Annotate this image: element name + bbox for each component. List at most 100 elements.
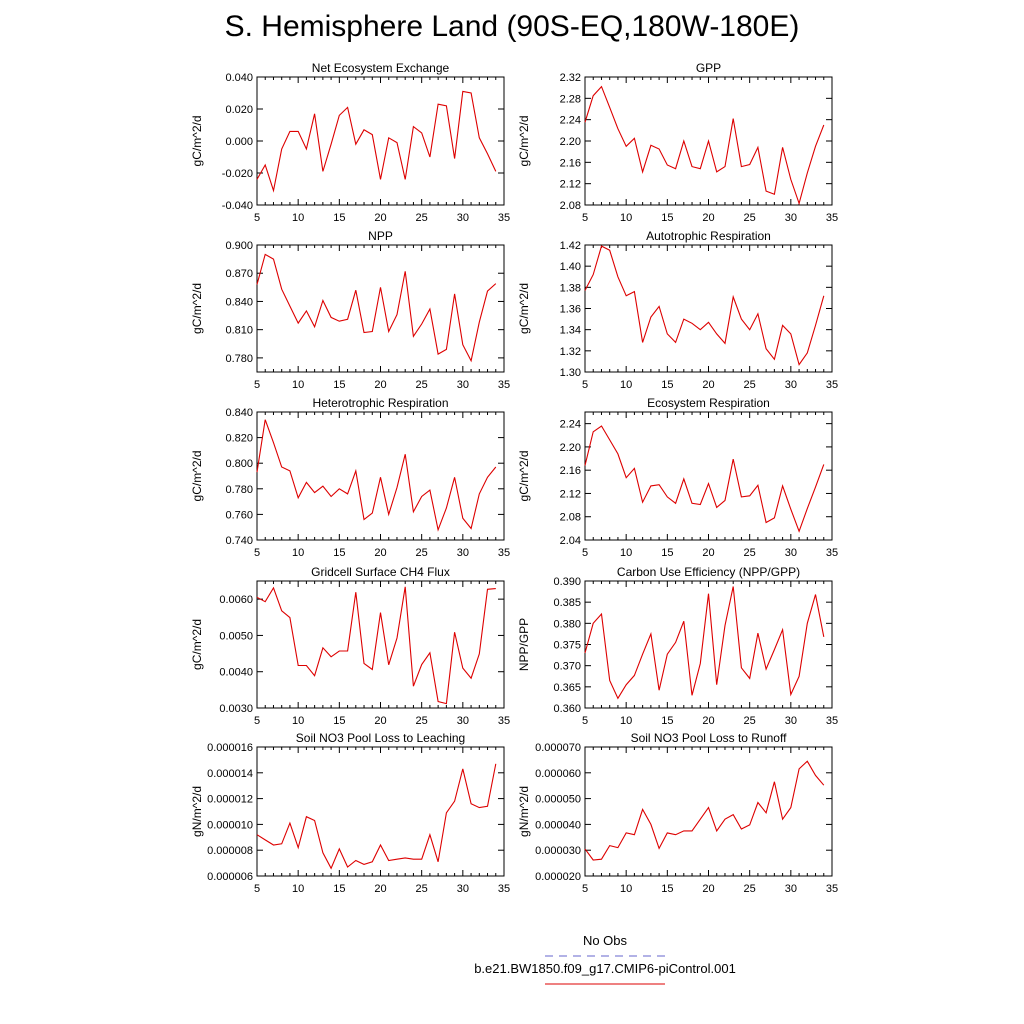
npp-xtick-label: 25: [416, 379, 428, 391]
ecosystem-respiration-xtick-label: 15: [661, 547, 673, 559]
gridcell-surface-ch4-flux-xtick-label: 30: [457, 715, 469, 727]
gpp-ytick-label: 2.16: [560, 157, 581, 169]
npp-xtick-label: 5: [254, 379, 260, 391]
soil-no3-pool-loss-to-runoff-xtick-label: 10: [620, 883, 632, 895]
autotrophic-respiration-ytick-label: 1.30: [560, 367, 581, 379]
net-ecosystem-exchange-xtick-label: 15: [333, 212, 345, 224]
gpp-title: GPP: [696, 61, 721, 75]
heterotrophic-respiration-ytick-label: 0.780: [225, 484, 253, 496]
heterotrophic-respiration-title: Heterotrophic Respiration: [312, 396, 448, 410]
npp-ytick-label: 0.840: [225, 296, 253, 308]
page-title: S. Hemisphere Land (90S-EQ,180W-180E): [224, 10, 800, 43]
gpp-ytick-label: 2.28: [560, 93, 581, 105]
autotrophic-respiration-ytick-label: 1.38: [560, 282, 581, 294]
heterotrophic-respiration-frame: [256, 411, 505, 541]
soil-no3-pool-loss-to-runoff-xtick-label: 5: [582, 883, 588, 895]
gridcell-surface-ch4-flux-xtick-label: 25: [416, 715, 428, 727]
gridcell-surface-ch4-flux-xtick-label: 15: [333, 715, 345, 727]
net-ecosystem-exchange-xtick-label: 20: [374, 212, 386, 224]
soil-no3-pool-loss-to-runoff-ytick-label: 0.000030: [535, 845, 581, 857]
gridcell-surface-ch4-flux-ytick-label: 0.0030: [219, 703, 253, 715]
npp-ytick-label: 0.810: [225, 325, 253, 337]
net-ecosystem-exchange-ylabel: gC/m^2/d: [190, 116, 204, 167]
heterotrophic-respiration-ytick-label: 0.740: [225, 535, 253, 547]
ecosystem-respiration-ytick-label: 2.20: [560, 442, 581, 454]
heterotrophic-respiration-xtick-label: 20: [374, 547, 386, 559]
gridcell-surface-ch4-flux-xtick-label: 35: [498, 715, 510, 727]
npp-xtick-label: 35: [498, 379, 510, 391]
heterotrophic-respiration-ytick-label: 0.820: [225, 433, 253, 445]
legend-label-model: b.e21.BW1850.f09_g17.CMIP6-piControl.001: [474, 961, 736, 976]
ecosystem-respiration-title: Ecosystem Respiration: [647, 396, 770, 410]
heterotrophic-respiration-xtick-label: 35: [498, 547, 510, 559]
autotrophic-respiration-series-line: [584, 245, 825, 366]
autotrophic-respiration-xtick-label: 10: [620, 379, 632, 391]
gridcell-surface-ch4-flux-title: Gridcell Surface CH4 Flux: [311, 565, 450, 579]
npp-ytick-label: 0.780: [225, 353, 253, 365]
autotrophic-respiration-ytick-label: 1.34: [560, 325, 581, 337]
gpp-ytick-label: 2.24: [560, 115, 581, 127]
ecosystem-respiration-xtick-label: 30: [785, 547, 797, 559]
carbon-use-efficiency-npp-gpp-ytick-label: 0.360: [553, 703, 581, 715]
gpp-ylabel: gC/m^2/d: [517, 116, 531, 167]
ecosystem-respiration-ytick-label: 2.08: [560, 512, 581, 524]
gridcell-surface-ch4-flux-xtick-label: 20: [374, 715, 386, 727]
npp-ytick-label: 0.870: [225, 268, 253, 280]
carbon-use-efficiency-npp-gpp-xtick-label: 35: [826, 715, 838, 727]
soil-no3-pool-loss-to-leaching-ytick-label: 0.000008: [207, 845, 253, 857]
ecosystem-respiration-xtick-label: 20: [702, 547, 714, 559]
autotrophic-respiration-xtick-label: 20: [702, 379, 714, 391]
soil-no3-pool-loss-to-leaching-xtick-label: 35: [498, 883, 510, 895]
soil-no3-pool-loss-to-leaching-xtick-label: 20: [374, 883, 386, 895]
heterotrophic-respiration-xtick-label: 15: [333, 547, 345, 559]
npp-xtick-label: 30: [457, 379, 469, 391]
carbon-use-efficiency-npp-gpp-ytick-label: 0.370: [553, 661, 581, 673]
soil-no3-pool-loss-to-leaching-ytick-label: 0.000006: [207, 871, 253, 883]
gpp-xtick-label: 5: [582, 212, 588, 224]
autotrophic-respiration-xtick-label: 5: [582, 379, 588, 391]
gpp-xtick-label: 15: [661, 212, 673, 224]
heterotrophic-respiration-xtick-label: 10: [292, 547, 304, 559]
carbon-use-efficiency-npp-gpp-title: Carbon Use Efficiency (NPP/GPP): [617, 565, 800, 579]
gpp-xtick-label: 20: [702, 212, 714, 224]
npp-series-line: [256, 253, 497, 363]
soil-no3-pool-loss-to-runoff-xtick-label: 20: [702, 883, 714, 895]
carbon-use-efficiency-npp-gpp-ytick-label: 0.385: [553, 597, 581, 609]
soil-no3-pool-loss-to-leaching-ytick-label: 0.000014: [207, 768, 253, 780]
carbon-use-efficiency-npp-gpp-ytick-label: 0.390: [553, 576, 581, 588]
npp-xtick-label: 10: [292, 379, 304, 391]
ecosystem-respiration-xtick-label: 10: [620, 547, 632, 559]
autotrophic-respiration-ytick-label: 1.32: [560, 346, 581, 358]
soil-no3-pool-loss-to-runoff-ytick-label: 0.000040: [535, 819, 581, 831]
gpp-ytick-label: 2.20: [560, 136, 581, 148]
heterotrophic-respiration-xtick-label: 30: [457, 547, 469, 559]
soil-no3-pool-loss-to-runoff-xtick-label: 30: [785, 883, 797, 895]
npp-title: NPP: [368, 229, 393, 243]
heterotrophic-respiration-ytick-label: 0.800: [225, 458, 253, 470]
soil-no3-pool-loss-to-leaching-series-line: [256, 763, 497, 870]
carbon-use-efficiency-npp-gpp-series-line: [584, 586, 825, 700]
ecosystem-respiration-ytick-label: 2.24: [560, 419, 581, 431]
net-ecosystem-exchange-xtick-label: 30: [457, 212, 469, 224]
heterotrophic-respiration-xtick-label: 5: [254, 547, 260, 559]
net-ecosystem-exchange-ytick-label: 0.000: [225, 136, 253, 148]
ecosystem-respiration-ytick-label: 2.16: [560, 465, 581, 477]
soil-no3-pool-loss-to-runoff-frame: [584, 746, 833, 877]
carbon-use-efficiency-npp-gpp-xtick-label: 30: [785, 715, 797, 727]
net-ecosystem-exchange-xtick-label: 10: [292, 212, 304, 224]
gridcell-surface-ch4-flux-ylabel: gC/m^2/d: [190, 619, 204, 670]
autotrophic-respiration-ytick-label: 1.40: [560, 261, 581, 273]
soil-no3-pool-loss-to-leaching-ytick-label: 0.000012: [207, 794, 253, 806]
soil-no3-pool-loss-to-runoff-ytick-label: 0.000060: [535, 768, 581, 780]
soil-no3-pool-loss-to-leaching-ytick-label: 0.000016: [207, 742, 253, 754]
soil-no3-pool-loss-to-runoff-xtick-label: 25: [744, 883, 756, 895]
carbon-use-efficiency-npp-gpp-ylabel: NPP/GPP: [517, 618, 531, 671]
gpp-xtick-label: 30: [785, 212, 797, 224]
gridcell-surface-ch4-flux-series-line: [256, 586, 496, 705]
soil-no3-pool-loss-to-runoff-ylabel: gN/m^2/d: [517, 786, 531, 837]
soil-no3-pool-loss-to-leaching-title: Soil NO3 Pool Loss to Leaching: [296, 731, 465, 745]
net-ecosystem-exchange-ytick-label: 0.020: [225, 104, 253, 116]
ecosystem-respiration-ytick-label: 2.12: [560, 488, 581, 500]
net-ecosystem-exchange-xtick-label: 25: [416, 212, 428, 224]
